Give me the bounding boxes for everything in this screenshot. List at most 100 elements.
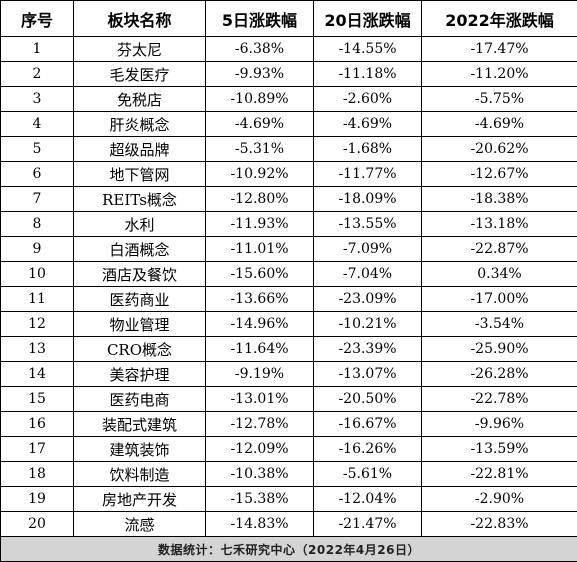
change-5d: -11.93% [205,211,314,237]
table-row: 3 免税店 -10.89% -2.60% -5.75% [0,86,577,112]
sector-name: 物业管理 [73,311,206,337]
table-row: 9 白酒概念 -11.01% -7.09% -22.87% [0,236,577,262]
change-20d: -16.26% [313,436,422,462]
sector-name: 超级品牌 [73,136,206,162]
sector-name: 水利 [73,211,206,237]
change-5d: -14.83% [205,511,314,537]
table-row: 5 超级品牌 -5.31% -1.68% -20.62% [0,136,577,162]
row-number: 20 [0,511,74,537]
sector-name: 饮料制造 [73,461,206,487]
table-row: 18 饮料制造 -10.38% -5.61% -22.81% [0,461,577,487]
change-5d: -9.93% [205,61,314,87]
change-ytd: -22.78% [421,386,577,412]
change-ytd: -5.75% [421,86,577,112]
change-5d: -13.66% [205,286,314,312]
change-20d: -11.77% [313,161,422,187]
change-20d: -11.18% [313,61,422,87]
change-5d: -9.19% [205,361,314,387]
row-number: 16 [0,411,74,437]
table-row: 14 美容护理 -9.19% -13.07% -26.28% [0,361,577,387]
change-5d: -13.01% [205,386,314,412]
row-number: 13 [0,336,74,362]
change-ytd: -11.20% [421,61,577,87]
change-5d: -10.89% [205,86,314,112]
table-row: 6 地下管网 -10.92% -11.77% -12.67% [0,161,577,187]
row-number: 3 [0,86,74,112]
sector-name: CRO概念 [73,336,206,362]
table-row: 2 毛发医疗 -9.93% -11.18% -11.20% [0,61,577,87]
header-ytd-change: 2022年涨跌幅 [421,0,577,37]
change-ytd: -22.81% [421,461,577,487]
change-ytd: -22.83% [421,511,577,537]
row-number: 17 [0,436,74,462]
change-5d: -10.38% [205,461,314,487]
change-5d: -12.80% [205,186,314,212]
change-5d: -6.38% [205,36,314,62]
change-20d: -21.47% [313,511,422,537]
change-20d: -23.09% [313,286,422,312]
change-5d: -5.31% [205,136,314,162]
table-row: 15 医药电商 -13.01% -20.50% -22.78% [0,386,577,412]
change-ytd: -13.59% [421,436,577,462]
change-ytd: -2.90% [421,486,577,512]
change-5d: -10.92% [205,161,314,187]
sector-name: 免税店 [73,86,206,112]
row-number: 7 [0,186,74,212]
table-row: 11 医药商业 -13.66% -23.09% -17.00% [0,286,577,312]
change-ytd: -9.96% [421,411,577,437]
change-20d: -16.67% [313,411,422,437]
change-5d: -15.38% [205,486,314,512]
sector-name: 医药电商 [73,386,206,412]
change-5d: -14.96% [205,311,314,337]
sector-name: 芬太尼 [73,36,206,62]
sector-name: 美容护理 [73,361,206,387]
change-5d: -4.69% [205,111,314,137]
data-source-note: 数据统计：七禾研究中心（2022年4月26日） [0,536,577,562]
row-number: 8 [0,211,74,237]
table-row: 17 建筑装饰 -12.09% -16.26% -13.59% [0,436,577,462]
change-20d: -13.55% [313,211,422,237]
table-row: 12 物业管理 -14.96% -10.21% -3.54% [0,311,577,337]
change-ytd: -13.18% [421,211,577,237]
change-20d: -14.55% [313,36,422,62]
sector-name: 白酒概念 [73,236,206,262]
row-number: 12 [0,311,74,337]
header-20d-change: 20日涨跌幅 [313,0,422,37]
change-ytd: -20.62% [421,136,577,162]
row-number: 9 [0,236,74,262]
sector-name: 酒店及餐饮 [73,261,206,287]
row-number: 4 [0,111,74,137]
header-no: 序号 [0,0,74,37]
table-row: 8 水利 -11.93% -13.55% -13.18% [0,211,577,237]
change-20d: -4.69% [313,111,422,137]
row-number: 11 [0,286,74,312]
table-row: 16 装配式建筑 -12.78% -16.67% -9.96% [0,411,577,437]
change-ytd: -17.47% [421,36,577,62]
sector-name: 地下管网 [73,161,206,187]
row-number: 1 [0,36,74,62]
change-ytd: -17.00% [421,286,577,312]
table-row: 13 CRO概念 -11.64% -23.39% -25.90% [0,336,577,362]
sector-name: 装配式建筑 [73,411,206,437]
change-ytd: -3.54% [421,311,577,337]
change-20d: -13.07% [313,361,422,387]
sector-name: 医药商业 [73,286,206,312]
change-20d: -2.60% [313,86,422,112]
change-ytd: -18.38% [421,186,577,212]
row-number: 18 [0,461,74,487]
sector-name: REITs概念 [73,186,206,212]
sector-name: 房地产开发 [73,486,206,512]
sector-name: 流感 [73,511,206,537]
row-number: 5 [0,136,74,162]
footer-row: 数据统计：七禾研究中心（2022年4月26日） [0,536,577,562]
header-sector-name: 板块名称 [73,0,206,37]
change-5d: -11.01% [205,236,314,262]
row-number: 14 [0,361,74,387]
change-5d: -12.78% [205,411,314,437]
change-ytd: 0.34% [421,261,577,287]
header-row: 序号 板块名称 5日涨跌幅 20日涨跌幅 2022年涨跌幅 [0,0,577,37]
change-ytd: -25.90% [421,336,577,362]
change-20d: -7.09% [313,236,422,262]
change-5d: -12.09% [205,436,314,462]
